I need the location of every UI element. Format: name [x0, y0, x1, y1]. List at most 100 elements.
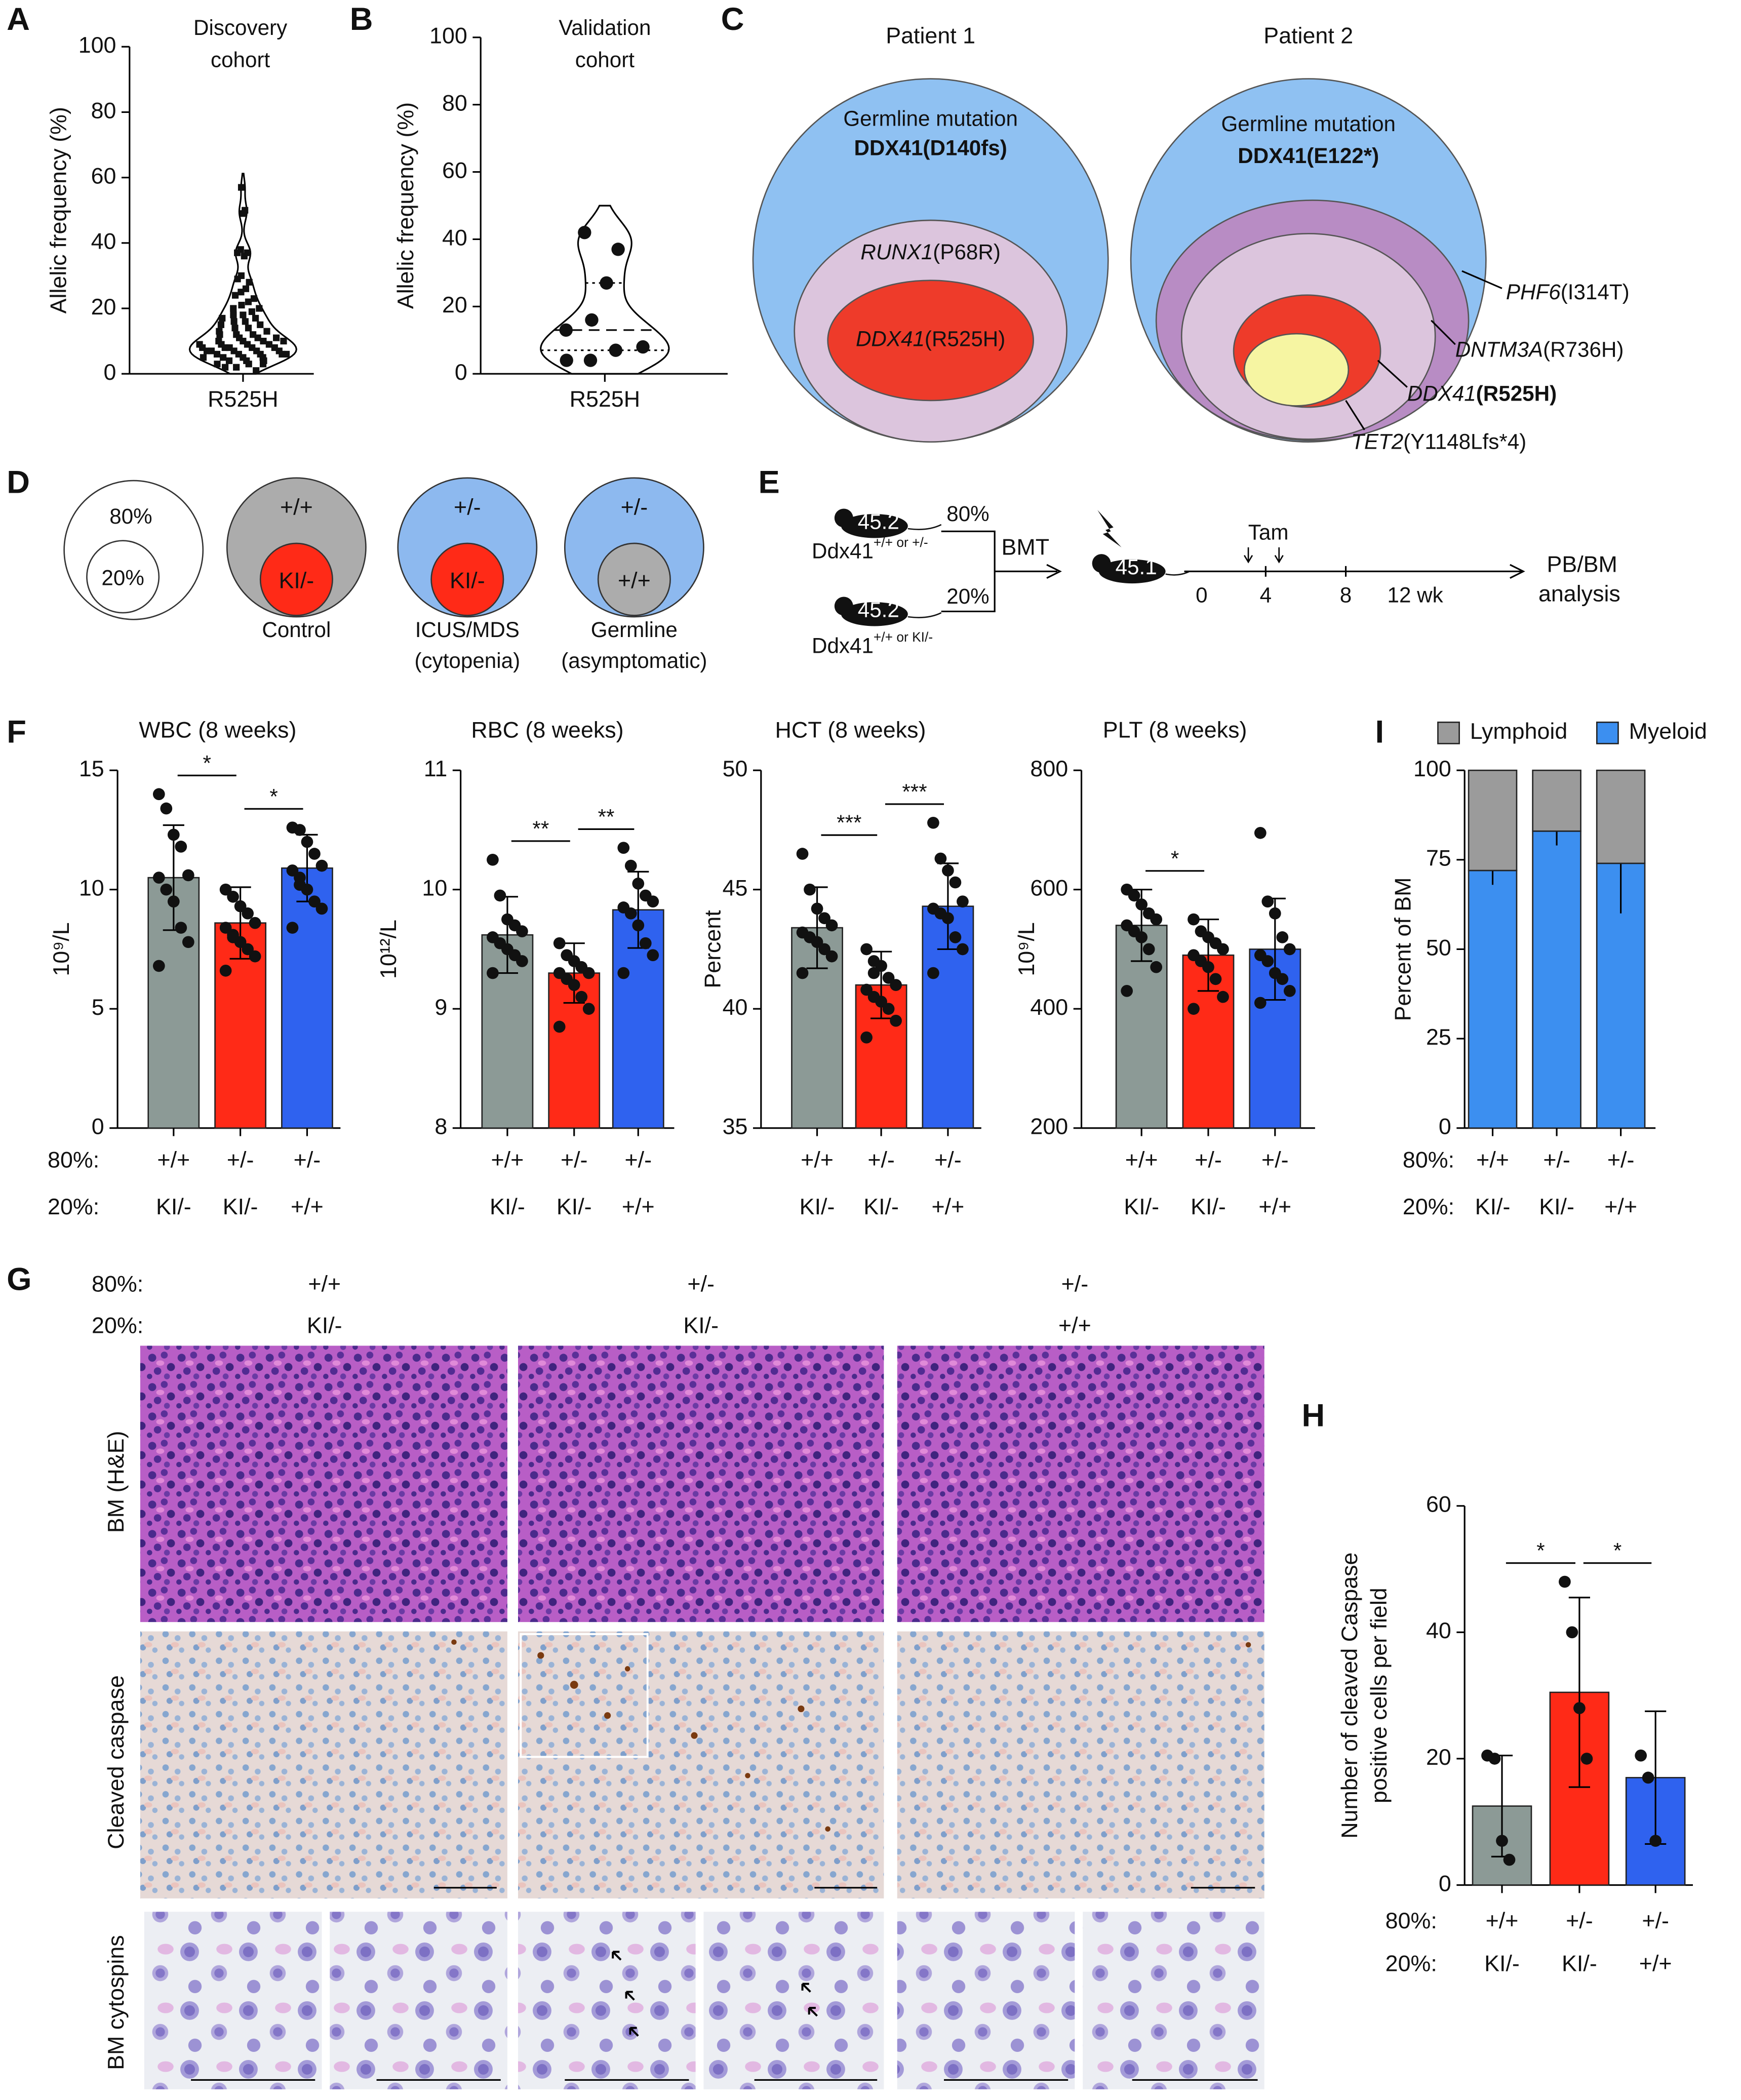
mouse [1092, 554, 1190, 584]
data-point [294, 824, 306, 836]
data-point [927, 816, 939, 829]
data-point [890, 979, 902, 991]
data-point [1217, 990, 1229, 1003]
mutation: (R736H) [1543, 338, 1624, 362]
endpoint: PB/BM [1547, 552, 1617, 577]
y-tick-label: 60 [1426, 1492, 1451, 1517]
data-point [152, 871, 165, 884]
data-point [249, 917, 261, 929]
column-label: +/- [687, 1272, 715, 1297]
x-tick-label: KI/- [800, 1194, 835, 1219]
data-point [231, 292, 239, 299]
x-tick-label: +/- [625, 1147, 652, 1172]
data-point [1269, 907, 1281, 920]
micrograph [140, 1631, 507, 1898]
x-tick-label: +/+ [801, 1147, 834, 1172]
column-label: KI/- [307, 1313, 342, 1338]
significance-label: * [1171, 847, 1179, 870]
gene: RUNX1 [860, 240, 933, 264]
image-row-label: BM (H&E) [103, 1431, 129, 1533]
panel-label: G [7, 1262, 31, 1297]
significance-label: * [1613, 1539, 1621, 1563]
circle-label: +/+ [618, 568, 651, 593]
x-tick-label: KI/- [1484, 1951, 1520, 1976]
y-tick-label: 25 [1426, 1024, 1451, 1050]
y-tick-label: 800 [1030, 756, 1068, 781]
data-point [219, 314, 226, 322]
micrograph [144, 1912, 322, 2089]
x-tick-label: KI/- [156, 1194, 191, 1219]
data-point [617, 967, 630, 979]
data-point [890, 1014, 902, 1027]
data-point [1202, 961, 1214, 973]
data-point [1209, 973, 1222, 985]
y-tick-label: 5 [92, 995, 104, 1020]
data-point [182, 869, 194, 882]
y-axis-label: Percent [700, 910, 725, 988]
y-tick-label: 9 [434, 995, 447, 1020]
leader-line [1377, 360, 1408, 388]
data-point [230, 311, 237, 319]
germline-label: Germline mutation [843, 106, 1018, 130]
x-tick-label: +/+ [1639, 1951, 1672, 1976]
data-point [582, 967, 595, 979]
chart-title: Discovery [193, 16, 287, 39]
data-point [804, 883, 816, 896]
image-row-label: BM cytospins [103, 1935, 129, 2070]
caption: ICUS/MDS [415, 618, 520, 642]
donor: Ddx41 [812, 634, 874, 658]
data-point [175, 841, 187, 853]
x-tick-label: +/- [1607, 1147, 1635, 1172]
x-tick-label: KI/- [863, 1194, 899, 1219]
data-point [575, 990, 588, 1003]
x-tick-label: KI/- [1191, 1194, 1226, 1219]
data-point [1254, 826, 1267, 839]
data-point [246, 279, 253, 286]
x-tick-label: KI/- [490, 1194, 525, 1219]
data-point [578, 225, 591, 240]
significance-label: *** [902, 780, 927, 804]
circle-label: 80% [109, 504, 152, 528]
y-tick-label: 20 [442, 292, 467, 318]
significance-label: ** [598, 805, 615, 828]
data-point [632, 919, 645, 932]
bar-segment [1596, 769, 1646, 864]
data-point [825, 919, 838, 932]
x-tick-label: KI/- [557, 1194, 592, 1219]
x-tick-label: +/+ [491, 1147, 524, 1172]
subclone-label: DNTM3A(R736H) [1455, 338, 1624, 362]
mouse-label: 45.1 [1116, 555, 1157, 579]
violin [540, 205, 670, 375]
y-tick-label: 0 [92, 1114, 104, 1139]
data-point [1217, 943, 1229, 956]
y-tick-label: 35 [723, 1114, 748, 1139]
data-point [217, 321, 225, 328]
data-point [1276, 931, 1289, 943]
data-point [624, 859, 637, 872]
subclone-label: DDX41(R525H) [1407, 382, 1557, 406]
mutation: (R525H) [925, 327, 1005, 350]
data-point [219, 964, 232, 977]
y-axis-label: 10⁹/L [1014, 922, 1039, 976]
micrograph [897, 1631, 1264, 1898]
circle-label: KI/- [279, 568, 314, 593]
y-tick-label: 0 [104, 360, 116, 385]
data-point [1566, 1626, 1578, 1639]
tam-arrows [1244, 547, 1284, 564]
data-point [1642, 1771, 1654, 1784]
clone-circle [597, 542, 671, 616]
circle-label: +/+ [280, 494, 313, 520]
data-point [315, 859, 328, 872]
data-point [222, 364, 229, 371]
y-axis-label: Allelic frequency (%) [46, 107, 71, 313]
data-point [487, 967, 499, 979]
gene: DNTM3A [1455, 338, 1543, 362]
data-point [1503, 1853, 1516, 1866]
panel-label: F [7, 715, 26, 750]
y-tick-label: 400 [1030, 995, 1068, 1020]
genotype: +/+ or +/- [874, 535, 928, 550]
data-point [957, 895, 969, 908]
x-tick-label: KI/- [1124, 1194, 1159, 1219]
data-point [553, 1020, 566, 1033]
percent-label: 20% [946, 584, 989, 608]
